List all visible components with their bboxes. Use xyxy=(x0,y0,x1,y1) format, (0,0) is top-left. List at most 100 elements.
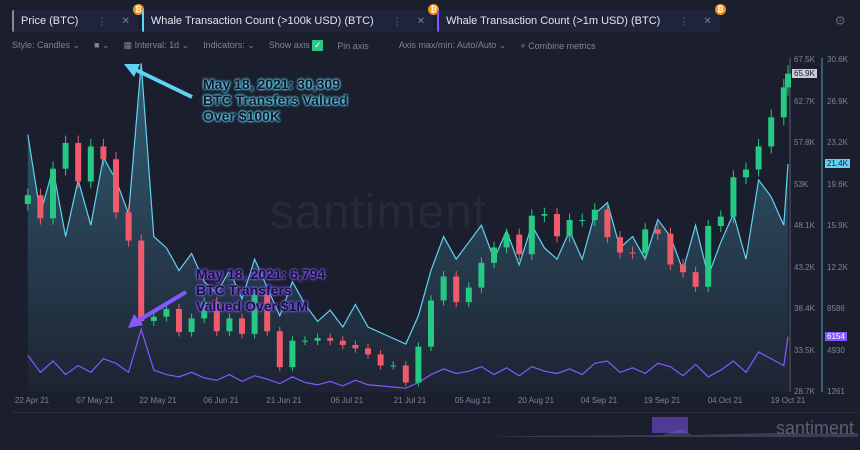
close-icon[interactable]: ✕ xyxy=(416,15,426,27)
candle xyxy=(163,309,170,317)
candle xyxy=(705,226,712,287)
more-icon[interactable]: ⋮ xyxy=(96,15,108,28)
close-icon[interactable]: ✕ xyxy=(703,15,712,27)
checkbox-checked-icon[interactable]: ✓ xyxy=(312,40,324,52)
watermark: santiment xyxy=(270,186,488,239)
tab-price[interactable]: Price (BTC) ⋮ ✕ ₿ xyxy=(12,4,144,32)
candle xyxy=(213,302,220,332)
bitcoin-icon: ₿ xyxy=(132,4,144,15)
candle xyxy=(302,340,308,342)
candle xyxy=(617,237,623,253)
candle xyxy=(785,73,791,88)
x-axis-tick: 21 Jun 21 xyxy=(266,396,302,405)
candle xyxy=(465,287,472,303)
metric-tabs: Price (BTC) ⋮ ✕ ₿ Whale Transaction Count (… xyxy=(12,4,726,32)
bitcoin-icon: ₿ xyxy=(428,4,440,15)
candle xyxy=(188,318,195,333)
candle xyxy=(642,229,649,254)
candle xyxy=(276,331,283,368)
candle xyxy=(352,344,359,349)
candle xyxy=(87,146,94,182)
candle xyxy=(743,169,749,178)
candle xyxy=(37,195,44,219)
close-icon[interactable]: ✕ xyxy=(121,15,130,27)
whale-axis-tick: 19.6K xyxy=(827,179,848,189)
candle xyxy=(226,318,233,332)
whale-axis-tick: 26.9K xyxy=(827,96,848,106)
whale-100k-last-value-label: 21.4K xyxy=(825,159,850,169)
candle xyxy=(75,143,82,182)
candle xyxy=(491,247,497,263)
tab-whale-1m[interactable]: Whale Transaction Count (>1m USD) (BTC) ⋮… xyxy=(437,4,726,32)
candle xyxy=(654,229,661,234)
annotation-whale-100k: May 18, 2021: 30,309 BTC Transfers Value… xyxy=(203,76,348,124)
price-axis-tick: 28.7K xyxy=(794,387,815,396)
candle xyxy=(327,338,334,341)
navigator[interactable] xyxy=(12,412,858,444)
candle xyxy=(201,302,208,319)
style-dropdown[interactable]: Style: Candles ⌄ xyxy=(12,40,81,51)
candle xyxy=(579,220,586,222)
candle xyxy=(478,262,485,288)
candle xyxy=(314,338,321,341)
bitcoin-icon: ₿ xyxy=(714,4,726,15)
price-axis-tick: 48.1K xyxy=(794,221,815,230)
x-axis-tick: 20 Aug 21 xyxy=(517,396,555,405)
candle xyxy=(730,177,737,217)
candle xyxy=(125,212,132,241)
candle xyxy=(755,146,762,170)
candle xyxy=(415,346,422,383)
candle xyxy=(591,209,598,221)
tab-whale-100k[interactable]: Whale Transaction Count (>100k USD) (BTC… xyxy=(141,4,440,32)
x-axis-tick: 05 Aug 21 xyxy=(454,396,492,405)
x-axis-tick: 19 Sep 21 xyxy=(643,396,681,405)
axis-maxmin-dropdown[interactable]: Axis max/min: Auto/Auto ⌄ xyxy=(398,40,507,51)
candle xyxy=(24,195,31,205)
candle xyxy=(528,215,535,255)
candle xyxy=(377,354,384,366)
show-axis-toggle[interactable]: Show axis ✓ xyxy=(268,40,324,52)
color-dropdown[interactable]: ■ ⌄ xyxy=(94,40,110,51)
candle xyxy=(680,264,686,273)
candle xyxy=(138,240,145,321)
whale-1m-last-value-label: 6154 xyxy=(825,331,847,341)
combine-metrics-button[interactable]: + Combine metrics xyxy=(520,40,596,51)
calendar-icon: ▦ xyxy=(123,40,133,51)
candle xyxy=(667,233,674,265)
more-icon[interactable]: ⋮ xyxy=(391,15,403,28)
candle xyxy=(100,146,107,160)
pin-axis-toggle[interactable]: Pin axis xyxy=(337,40,369,51)
candle xyxy=(440,276,447,301)
x-axis-tick: 07 May 21 xyxy=(76,396,114,405)
candle xyxy=(629,252,636,254)
x-axis-tick: 06 Jun 21 xyxy=(203,396,239,405)
x-axis-tick: 04 Oct 21 xyxy=(707,396,743,405)
whale-100k-line xyxy=(27,63,789,345)
candle xyxy=(62,143,69,169)
x-axis-tick: 06 Jul 21 xyxy=(330,396,364,405)
whale-axis-tick: 30.6K xyxy=(827,55,848,64)
whale-axis-tick: 12.2K xyxy=(827,262,848,272)
candle xyxy=(339,340,346,345)
more-icon[interactable]: ⋮ xyxy=(678,15,690,28)
interval-dropdown[interactable]: ▦ Interval: 1d ⌄ xyxy=(123,40,190,51)
candle xyxy=(365,348,371,355)
toolbar: Style: Candles ⌄ ■ ⌄ ▦ Interval: 1d ⌄ In… xyxy=(12,40,596,52)
price-last-value-label: 65.9K xyxy=(792,68,817,78)
price-axis-tick: 57.8K xyxy=(794,138,815,147)
indicators-dropdown[interactable]: Indicators: ⌄ xyxy=(203,40,255,51)
candle xyxy=(264,293,271,332)
settings-icon[interactable]: ⚙ xyxy=(834,13,846,28)
candle xyxy=(428,300,434,347)
candle xyxy=(516,234,523,255)
candle xyxy=(113,159,119,213)
whale-axis-tick: 4930 xyxy=(827,345,845,355)
candle xyxy=(604,209,611,238)
candle xyxy=(541,214,548,216)
x-axis-tick: 04 Sep 21 xyxy=(580,396,618,405)
candle xyxy=(402,365,409,383)
navigator-selection[interactable] xyxy=(652,417,688,433)
price-axis-tick: 38.4K xyxy=(794,304,815,313)
whale-axis-tick: 15.9K xyxy=(827,221,848,230)
